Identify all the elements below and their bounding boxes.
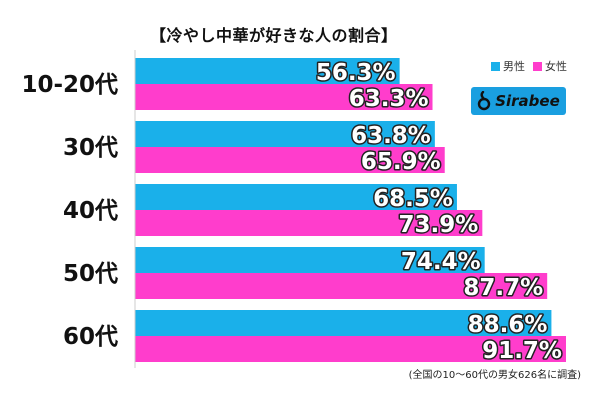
category-label: 50代 xyxy=(63,261,118,287)
footnote: (全国の10〜60代の男女626名に調査) xyxy=(408,370,581,381)
data-label-female: 87.7% xyxy=(463,275,543,301)
legend-label-male: 男性 xyxy=(503,60,525,73)
data-label-female: 63.3% xyxy=(349,86,429,112)
chart-title: 【冷やし中華が好きな人の割合】 xyxy=(150,26,398,45)
bar-female xyxy=(135,210,483,236)
data-label-female: 91.7% xyxy=(482,338,562,364)
legend-item-female: 女性 xyxy=(533,58,567,74)
legend-item-male: 男性 xyxy=(491,58,525,74)
bar-male xyxy=(135,121,435,147)
bar-male xyxy=(135,310,552,336)
bar-male xyxy=(135,247,485,273)
data-label-male: 68.5% xyxy=(373,186,453,212)
legend-swatch-female xyxy=(533,61,542,71)
legend-label-female: 女性 xyxy=(545,60,567,73)
category-label: 40代 xyxy=(63,198,118,224)
data-label-male: 74.4% xyxy=(401,249,481,275)
legend: 男性 女性 xyxy=(491,58,567,74)
legend-swatch-male xyxy=(491,61,500,71)
bar-female xyxy=(135,336,566,362)
bar-male xyxy=(135,58,400,84)
data-label-male: 88.6% xyxy=(468,312,548,338)
bar-female xyxy=(135,273,548,299)
data-label-female: 65.9% xyxy=(361,149,441,175)
category-label: 30代 xyxy=(63,135,118,161)
bar-male xyxy=(135,184,457,210)
bar-female xyxy=(135,147,445,173)
brand-glyph-icon xyxy=(477,91,491,111)
category-label: 10-20代 xyxy=(21,72,118,98)
brand-name: Sirabee xyxy=(495,92,560,110)
data-label-male: 56.3% xyxy=(316,60,396,86)
data-label-male: 63.8% xyxy=(351,123,431,149)
bar-female xyxy=(135,84,433,110)
brand-logo: Sirabee xyxy=(471,87,566,115)
category-label: 60代 xyxy=(63,324,118,350)
data-label-female: 73.9% xyxy=(399,212,479,238)
